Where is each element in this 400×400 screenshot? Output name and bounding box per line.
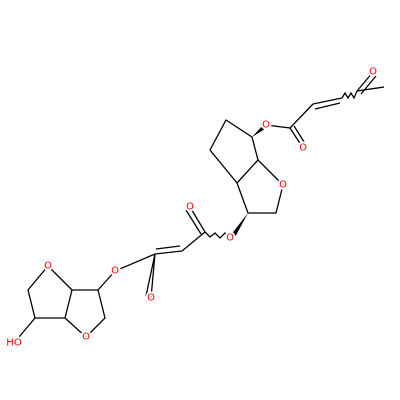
- atom-labels: O O O O O O O O O O HO: [4, 65, 379, 351]
- bond: [314, 102, 341, 110]
- bond: [145, 253, 156, 297]
- bond: [289, 127, 304, 149]
- bond: [185, 209, 202, 235]
- atom-label: O: [226, 233, 234, 244]
- bond: [155, 245, 181, 250]
- atom-label: O: [111, 266, 119, 277]
- bond: [312, 97, 343, 105]
- atom-label: O: [369, 67, 377, 78]
- atom-label: O: [147, 293, 155, 304]
- bond: [13, 317, 36, 344]
- wedge-bond: [230, 213, 248, 239]
- ring-bond: [209, 119, 259, 184]
- bond: [181, 231, 206, 252]
- bonds: [13, 71, 385, 344]
- bond: [154, 250, 183, 255]
- bond: [289, 103, 314, 129]
- ring-bond: [236, 159, 284, 214]
- wavy-bond: [341, 90, 358, 100]
- bond: [356, 71, 374, 92]
- atom-label: O: [44, 261, 52, 272]
- bond: [114, 253, 156, 272]
- bond: [293, 125, 307, 146]
- atom-label: O: [279, 180, 287, 191]
- bond: [265, 124, 291, 129]
- wedge-bond: [252, 123, 268, 137]
- atom-label: O: [262, 120, 270, 131]
- atom-label: O: [82, 332, 90, 343]
- bond: [356, 86, 385, 92]
- atom-label: O: [186, 202, 194, 213]
- ring-bond: [27, 265, 106, 338]
- bond: [189, 206, 206, 233]
- atom-label: O: [299, 143, 307, 154]
- wavy-bond: [204, 231, 231, 239]
- bond: [97, 270, 116, 291]
- bond: [360, 75, 377, 95]
- atom-label: HO: [6, 338, 22, 349]
- bond: [150, 253, 156, 299]
